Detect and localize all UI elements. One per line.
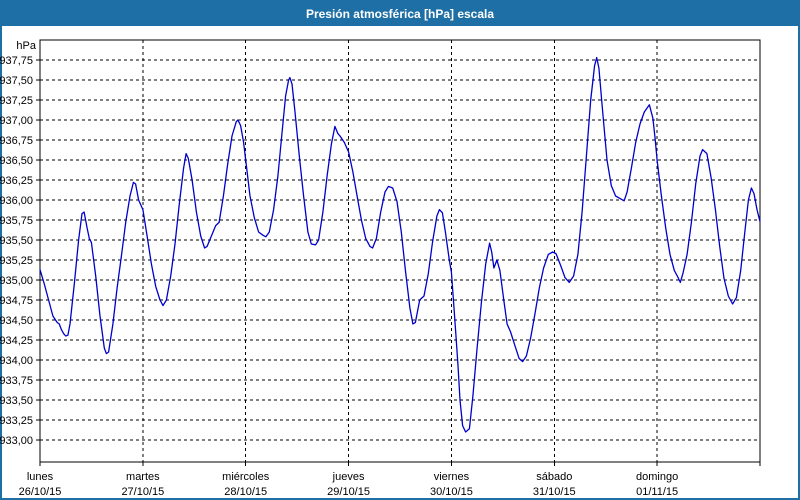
x-tick-label-day: domingo bbox=[636, 471, 678, 483]
chart-title: Presión atmosférica [hPa] escala bbox=[2, 2, 798, 26]
y-tick-label: 935,00 bbox=[0, 275, 33, 287]
y-tick-label: 936,75 bbox=[0, 135, 33, 147]
y-tick-label: 937,50 bbox=[0, 75, 33, 87]
y-tick-label: 934,00 bbox=[0, 355, 33, 367]
y-tick-label: 936,50 bbox=[0, 155, 33, 167]
x-grid-and-labels: lunes 26/10/15 martes 27/10/15 miércoles 28/1… bbox=[19, 40, 761, 498]
y-tick-label: 933,00 bbox=[0, 435, 33, 447]
x-tick-label-date: 30/10/15 bbox=[430, 486, 473, 498]
plot-frame bbox=[39, 39, 761, 463]
x-tick-label-date: 01/11/15 bbox=[636, 486, 678, 498]
x-tick-label-date: 28/10/15 bbox=[224, 486, 267, 498]
x-tick-label-date: 29/10/15 bbox=[327, 486, 370, 498]
x-tick-label-day: miércoles bbox=[222, 471, 270, 483]
y-tick-label: 937,25 bbox=[0, 95, 33, 107]
y-tick-label: 933,50 bbox=[0, 395, 33, 407]
y-tick-label: 935,25 bbox=[0, 255, 33, 267]
y-tick-label: 934,50 bbox=[0, 315, 33, 327]
x-tick-label-date: 26/10/15 bbox=[19, 486, 62, 498]
y-tick-label: 934,75 bbox=[0, 295, 33, 307]
y-axis-unit-label: hPa bbox=[16, 40, 36, 52]
x-tick-label-day: viernes bbox=[434, 471, 470, 483]
y-tick-label: 936,00 bbox=[0, 195, 33, 207]
pressure-series-line bbox=[39, 56, 761, 433]
x-tick-label-day: sábado bbox=[536, 471, 572, 483]
y-tick-label: 937,00 bbox=[0, 115, 33, 127]
y-tick-label: 937,75 bbox=[0, 55, 33, 67]
y-tick-label: 934,25 bbox=[0, 335, 33, 347]
y-grid-and-labels: 937,75 937,50 937,25 937,00 936,75 936,50 936,… bbox=[0, 55, 760, 447]
y-tick-label: 935,75 bbox=[0, 215, 33, 227]
x-tick-label-day: jueves bbox=[332, 471, 365, 483]
x-tick-label-date: 31/10/15 bbox=[533, 486, 576, 498]
y-tick-label: 933,75 bbox=[0, 375, 33, 387]
x-tick-label-day: lunes bbox=[27, 471, 54, 483]
x-tick-label-date: 27/10/15 bbox=[121, 486, 164, 498]
x-tick-label-day: martes bbox=[126, 471, 160, 483]
y-tick-label: 933,25 bbox=[0, 415, 33, 427]
y-tick-label: 935,50 bbox=[0, 235, 33, 247]
y-tick-label: 936,25 bbox=[0, 175, 33, 187]
